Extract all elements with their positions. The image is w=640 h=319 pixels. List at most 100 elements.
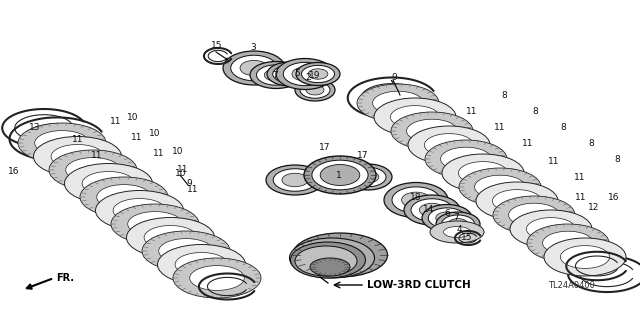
Text: 2: 2	[305, 72, 311, 81]
Ellipse shape	[289, 238, 374, 278]
Ellipse shape	[411, 199, 453, 221]
Text: 6: 6	[444, 209, 450, 218]
Ellipse shape	[18, 123, 106, 163]
Text: 17: 17	[357, 151, 369, 160]
Ellipse shape	[267, 62, 313, 86]
Text: 15: 15	[461, 233, 473, 241]
Ellipse shape	[304, 156, 376, 194]
Ellipse shape	[231, 55, 277, 81]
Ellipse shape	[308, 69, 328, 79]
Text: 11: 11	[188, 186, 199, 195]
Ellipse shape	[544, 238, 626, 276]
Text: 5: 5	[294, 70, 300, 78]
Ellipse shape	[240, 60, 268, 76]
Text: 10: 10	[149, 130, 161, 138]
Ellipse shape	[527, 224, 609, 262]
Text: 9: 9	[186, 179, 192, 188]
Text: 15: 15	[211, 41, 223, 50]
Text: 13: 13	[29, 123, 41, 132]
Text: 10: 10	[175, 169, 187, 179]
Ellipse shape	[404, 195, 460, 225]
Text: 3: 3	[250, 43, 256, 53]
Ellipse shape	[65, 164, 152, 204]
Ellipse shape	[458, 162, 508, 184]
Ellipse shape	[95, 190, 184, 231]
Text: 14: 14	[423, 205, 435, 214]
Ellipse shape	[430, 221, 484, 243]
Text: 11: 11	[110, 117, 122, 127]
Ellipse shape	[157, 244, 246, 285]
Text: 10: 10	[127, 114, 139, 122]
Ellipse shape	[282, 173, 308, 187]
Ellipse shape	[408, 126, 490, 164]
Ellipse shape	[390, 106, 440, 129]
Text: 9: 9	[391, 73, 397, 83]
Ellipse shape	[295, 79, 335, 101]
Ellipse shape	[280, 69, 300, 79]
Ellipse shape	[306, 85, 324, 95]
Text: 11: 11	[575, 194, 587, 203]
Ellipse shape	[391, 112, 473, 150]
Text: TL24A0400: TL24A0400	[548, 280, 595, 290]
Ellipse shape	[189, 266, 244, 290]
Ellipse shape	[424, 134, 474, 156]
Ellipse shape	[66, 158, 120, 182]
Ellipse shape	[295, 246, 357, 276]
Text: 16: 16	[8, 167, 20, 176]
Ellipse shape	[350, 167, 386, 187]
Ellipse shape	[526, 218, 575, 241]
Ellipse shape	[292, 233, 387, 277]
Ellipse shape	[543, 231, 593, 255]
Text: LOW-3RD CLUTCH: LOW-3RD CLUTCH	[367, 280, 471, 290]
Ellipse shape	[142, 231, 230, 271]
Ellipse shape	[561, 246, 610, 268]
Text: 8: 8	[588, 138, 594, 147]
Ellipse shape	[80, 177, 168, 217]
Ellipse shape	[292, 67, 318, 81]
Ellipse shape	[128, 211, 182, 236]
Text: FR.: FR.	[56, 273, 74, 283]
Ellipse shape	[49, 150, 137, 190]
Ellipse shape	[310, 258, 350, 276]
Text: 11: 11	[153, 150, 164, 159]
Ellipse shape	[492, 189, 541, 212]
Ellipse shape	[300, 82, 330, 98]
Ellipse shape	[97, 185, 151, 209]
Ellipse shape	[144, 226, 197, 249]
Ellipse shape	[357, 171, 379, 183]
Text: 11: 11	[92, 151, 103, 160]
Ellipse shape	[257, 65, 296, 85]
Ellipse shape	[264, 69, 288, 81]
Ellipse shape	[406, 119, 458, 143]
Ellipse shape	[175, 253, 228, 277]
Ellipse shape	[51, 145, 104, 168]
Ellipse shape	[273, 169, 317, 191]
Text: 4: 4	[456, 226, 462, 234]
Ellipse shape	[459, 168, 541, 206]
Ellipse shape	[436, 212, 458, 224]
Ellipse shape	[448, 219, 468, 229]
Ellipse shape	[428, 208, 466, 228]
Ellipse shape	[510, 210, 592, 248]
Ellipse shape	[273, 65, 307, 83]
Text: 11: 11	[467, 108, 477, 116]
Ellipse shape	[301, 65, 335, 83]
Text: 10: 10	[172, 147, 184, 157]
Ellipse shape	[374, 98, 456, 136]
Ellipse shape	[223, 51, 285, 85]
Ellipse shape	[476, 182, 558, 220]
Ellipse shape	[312, 160, 368, 190]
Ellipse shape	[509, 203, 559, 227]
Ellipse shape	[266, 165, 324, 195]
Text: 8: 8	[501, 92, 507, 100]
Ellipse shape	[442, 215, 474, 233]
Ellipse shape	[357, 84, 439, 122]
Text: 11: 11	[131, 133, 143, 143]
Ellipse shape	[82, 172, 135, 196]
Text: 7: 7	[272, 70, 278, 79]
Ellipse shape	[419, 203, 445, 217]
Text: 19: 19	[309, 71, 321, 80]
Text: 16: 16	[608, 194, 620, 203]
Text: 7: 7	[453, 213, 459, 222]
Ellipse shape	[111, 204, 199, 244]
